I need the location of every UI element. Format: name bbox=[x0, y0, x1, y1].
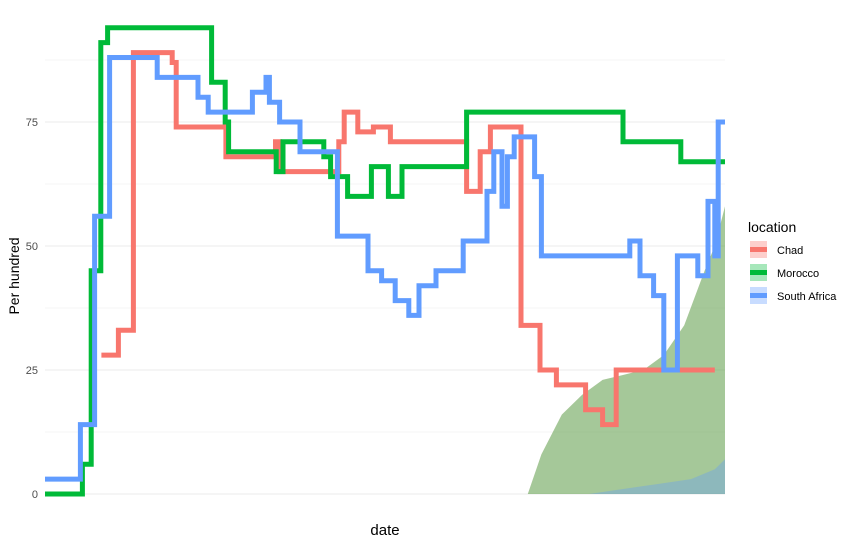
series-line-chad bbox=[101, 50, 715, 428]
legend-keys: Chad Morocco South Africa bbox=[750, 241, 837, 304]
area-south-africa bbox=[521, 459, 725, 494]
y-tick-label: 25 bbox=[26, 365, 38, 377]
x-axis-title: date bbox=[370, 522, 399, 539]
legend-title: location bbox=[748, 219, 796, 235]
area-chad bbox=[527, 206, 725, 494]
y-tick-label: 50 bbox=[26, 241, 38, 253]
legend-label-south-africa: South Africa bbox=[777, 291, 837, 303]
legend-label-chad: Chad bbox=[777, 245, 803, 257]
grid bbox=[45, 59, 725, 495]
y-tick-label: 75 bbox=[26, 117, 38, 129]
y-axis-title: Per hundred bbox=[6, 237, 22, 314]
line-layer bbox=[45, 25, 725, 497]
area-morocco bbox=[527, 206, 725, 494]
legend-label-morocco: Morocco bbox=[777, 268, 819, 280]
area-layer bbox=[521, 206, 725, 494]
series-line-south-africa bbox=[45, 55, 725, 482]
legend: location Chad Morocco South Africa bbox=[748, 219, 837, 304]
axis-layer: 0 25 50 75 bbox=[26, 117, 38, 501]
y-tick-label: 0 bbox=[32, 489, 38, 501]
series-line-morocco bbox=[45, 25, 725, 497]
